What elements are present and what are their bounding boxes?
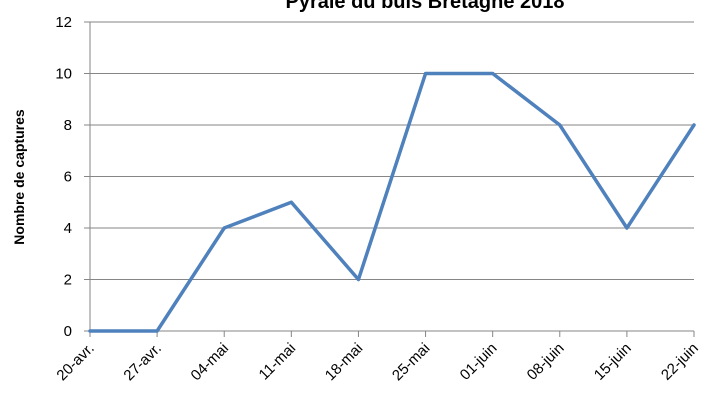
x-tick-labels: 20-avr. 27-avr. 04-mai 11-mai 18-mai 25-mai 01… — [53, 340, 701, 384]
x-tick-label: 11-mai — [255, 340, 299, 384]
x-tick-label: 01-juin — [457, 340, 501, 384]
y-tick-label: 12 — [55, 14, 72, 31]
data-point — [424, 72, 428, 75]
series — [88, 71, 696, 333]
x-tick-label: 04-mai — [188, 340, 232, 384]
x-tick-label: 15-juin — [591, 340, 635, 384]
axes — [84, 21, 695, 337]
chart-title: Pyrale du buis Bretagne 2018 — [285, 0, 564, 13]
data-point — [88, 329, 92, 333]
x-tick-label: 18-mai — [322, 340, 366, 384]
y-tick-label: 10 — [55, 66, 72, 83]
y-tick-label: 8 — [64, 117, 72, 134]
y-tick-label: 0 — [64, 323, 72, 340]
data-point — [356, 278, 360, 281]
gridlines — [90, 21, 694, 280]
y-tick-labels: 0 2 4 6 8 10 12 — [55, 14, 72, 340]
y-tick-label: 2 — [64, 272, 72, 289]
x-tick-label: 20-avr. — [53, 340, 97, 384]
x-tick-label: 22-juin — [658, 340, 702, 384]
x-tick-label: 27-avr. — [120, 340, 164, 384]
data-point — [222, 226, 226, 230]
data-point — [491, 72, 495, 75]
data-point — [289, 200, 293, 204]
data-point — [625, 226, 629, 230]
y-tick-label: 4 — [64, 220, 72, 237]
series-line — [88, 71, 696, 333]
x-tick-label: 08-juin — [524, 340, 568, 384]
x-tick-label: 25-mai — [389, 340, 433, 384]
data-point — [558, 123, 562, 127]
y-axis-label: Nombre de captures — [11, 109, 27, 245]
data-point — [692, 123, 696, 127]
data-point — [155, 329, 159, 333]
y-tick-label: 6 — [64, 169, 72, 186]
